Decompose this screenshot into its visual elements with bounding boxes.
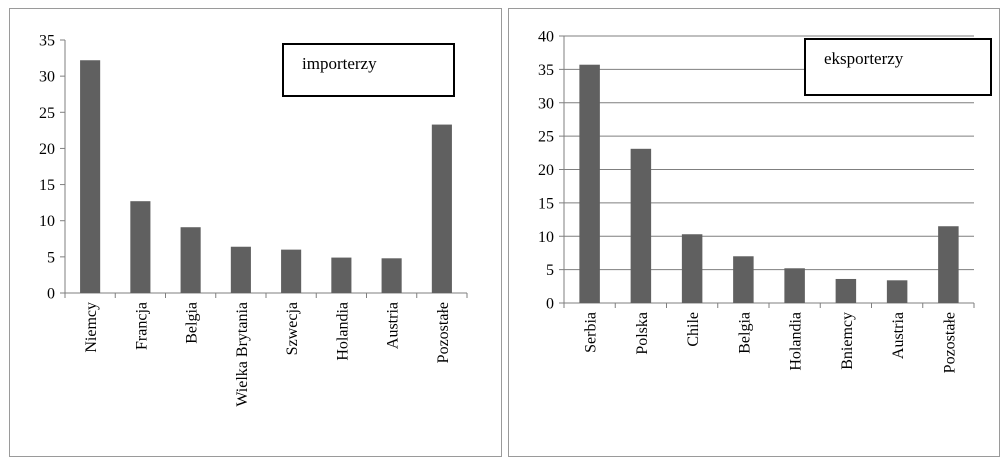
y-tick-label: 20 [39, 141, 55, 158]
y-tick-label: 35 [538, 62, 554, 79]
x-category-label: Wielka Brytania [234, 302, 251, 407]
x-category-label: Francja [133, 302, 150, 350]
bar-serbia [579, 64, 600, 303]
x-category-label: Niemcy [83, 302, 100, 353]
bar-pozostałe [938, 226, 959, 303]
y-tick-label: 30 [39, 69, 55, 86]
bar-austria [886, 280, 908, 303]
chart-panel-importers: 0 5 10 15 20 25 30 35 Niemcy Francja Belgia Wielka … [9, 8, 502, 457]
y-tick-label: 0 [47, 286, 55, 303]
y-tick-label: 10 [538, 229, 554, 246]
x-category-label: Serbia [583, 312, 600, 353]
x-category-label: Belgia [184, 302, 201, 344]
bar-pozostałe [431, 124, 452, 294]
bar-belgia [733, 256, 754, 303]
y-tick-label: 15 [39, 177, 55, 194]
bar-belgia [180, 227, 201, 293]
bar-francja [130, 201, 151, 293]
y-tick-label: 30 [538, 95, 554, 112]
x-category-label: Pozostałe [435, 302, 452, 363]
y-tick-label: 35 [39, 33, 55, 50]
y-tick-label: 25 [39, 105, 55, 122]
legend-importers: importerzy [282, 43, 455, 97]
bar-holandia [331, 257, 352, 293]
x-category-label: Holandia [334, 302, 351, 361]
bar-niemcy [80, 60, 101, 293]
bar-holandia [784, 268, 805, 303]
bar-chile [681, 234, 703, 303]
bar-wielka-brytania [230, 246, 251, 293]
y-tick-label: 5 [546, 262, 554, 279]
x-category-label: Pozostałe [941, 312, 958, 373]
chart-panel-exporters: 0 5 10 15 20 25 30 35 40 Serbia Polska Chile Belgia H… [508, 0, 1000, 457]
y-tick-label: 0 [546, 296, 554, 313]
x-category-label: Polska [634, 312, 651, 355]
legend-label: eksporterzy [824, 49, 904, 68]
x-category-label: Bniemcy [839, 312, 856, 370]
bar-bniemcy [835, 278, 857, 303]
x-category-label: Szwecja [284, 302, 301, 355]
bar-szwecja [281, 249, 302, 293]
y-tick-label: 25 [538, 129, 554, 146]
x-category-label: Chile [685, 312, 702, 347]
bar-polska [630, 148, 652, 303]
y-tick-label: 15 [538, 195, 554, 212]
legend-label: importerzy [302, 54, 377, 73]
y-tick-label: 5 [47, 249, 55, 266]
x-category-label: Austria [890, 312, 907, 359]
y-tick-label: 20 [538, 162, 554, 179]
legend-exporters: eksporterzy [804, 38, 992, 96]
x-category-label: Belgia [736, 312, 753, 354]
bar-austria [381, 258, 402, 293]
chart-importers-svg: 0 5 10 15 20 25 30 35 Niemcy Francja Belgia Wielka … [39, 33, 468, 407]
y-tick-label: 10 [39, 213, 55, 230]
chart-exporters-svg: 0 5 10 15 20 25 30 35 40 Serbia Polska Chile Belgia H… [538, 29, 975, 373]
y-tick-label: 40 [538, 29, 554, 46]
x-category-label: Austria [385, 302, 402, 349]
x-category-label: Holandia [788, 312, 805, 371]
